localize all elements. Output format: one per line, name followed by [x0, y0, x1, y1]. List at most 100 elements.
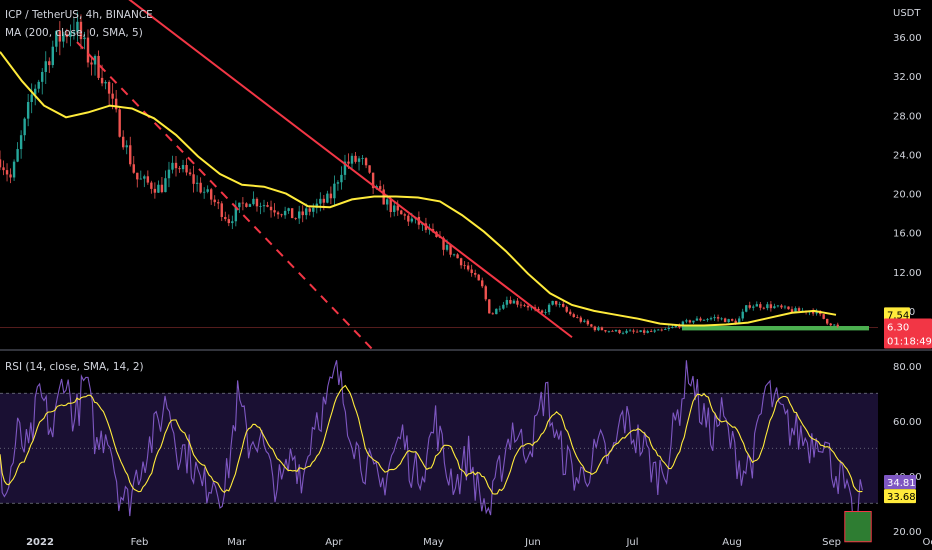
candle-body	[357, 158, 361, 162]
candle-body	[752, 306, 755, 308]
candle-body	[502, 304, 505, 309]
candle-body	[734, 320, 737, 324]
candle-body	[650, 331, 653, 332]
symbol-title[interactable]: ICP / TetherUS, 4h, BINANCE	[5, 9, 153, 21]
candle-body	[125, 145, 128, 148]
candle-body	[833, 324, 836, 326]
candle-body	[234, 207, 238, 222]
candle-body	[660, 329, 663, 331]
candle-body	[290, 208, 294, 219]
price-tick-label: 36.00	[893, 33, 922, 44]
candle-body	[245, 203, 248, 207]
candle-body	[709, 318, 713, 320]
candle-body	[773, 306, 776, 309]
candle-body	[583, 320, 586, 322]
candle-body	[220, 203, 223, 217]
candle-body	[776, 305, 780, 307]
price-tags: USDT 7.546.30 01:18:49 34.81 33.68	[884, 8, 932, 504]
candle-body	[748, 305, 751, 308]
candle-body	[685, 320, 688, 322]
candle-body	[477, 274, 480, 281]
candle-body	[241, 202, 245, 204]
candle-body	[259, 206, 262, 207]
candle-body	[276, 212, 280, 215]
candle-body	[150, 182, 153, 189]
candle-body	[766, 304, 769, 309]
candle-body	[146, 176, 150, 183]
candle-body	[642, 330, 646, 333]
candle-body	[653, 330, 656, 332]
rsi-ma-value-text: 33.68	[887, 492, 916, 503]
candle-body	[231, 221, 234, 224]
candle-body	[755, 304, 758, 307]
rsi-value-text: 34.81	[887, 478, 916, 489]
candle-body	[164, 178, 167, 193]
candle-body	[181, 165, 185, 170]
candle-body	[695, 318, 699, 321]
candle-body	[523, 305, 526, 307]
candle-body	[576, 317, 579, 318]
candle-body	[378, 186, 382, 190]
rsi-signal-box	[844, 511, 872, 543]
candle-body	[185, 165, 188, 173]
candle-body	[326, 193, 329, 203]
time-tick-label: Feb	[131, 537, 149, 548]
candle-body	[171, 162, 174, 170]
candle-body	[280, 214, 283, 216]
candle-body	[495, 308, 498, 315]
candle-body	[79, 21, 83, 40]
candle-body	[547, 304, 551, 313]
candle-body	[646, 331, 649, 333]
candle-body	[590, 324, 593, 327]
candle-body	[829, 323, 832, 326]
candle-body	[202, 191, 206, 193]
candle-body	[41, 71, 44, 82]
candle-body	[2, 167, 5, 171]
candle-body	[625, 330, 628, 333]
candle-body	[745, 305, 748, 312]
time-tick-label: Jul	[625, 537, 638, 548]
candle-body	[498, 308, 502, 310]
candle-body	[199, 182, 202, 193]
candle-body	[470, 269, 473, 274]
candle-body	[319, 198, 322, 204]
candle-body	[702, 319, 706, 321]
candle-body	[597, 327, 600, 331]
candle-body	[593, 326, 597, 331]
candle-body	[350, 155, 354, 164]
candle-body	[143, 176, 146, 179]
candle-body	[157, 184, 160, 193]
support-zone-layer	[682, 326, 869, 331]
candle-body	[727, 319, 730, 323]
ma-indicator-legend[interactable]: MA (200, close, 0, SMA, 5)	[5, 27, 143, 39]
price-grid	[0, 327, 932, 351]
candle-body	[449, 245, 452, 255]
rsi-value-tag	[884, 475, 916, 490]
candle-body	[544, 312, 547, 313]
rsi-indicator-legend[interactable]: RSI (14, close, SMA, 14, 2)	[5, 361, 144, 373]
candle-body	[681, 321, 685, 328]
candle-body	[614, 330, 618, 332]
candle-body	[797, 308, 801, 311]
candle-body	[9, 174, 12, 178]
candle-body	[65, 34, 69, 37]
candle-body	[174, 162, 178, 169]
rsi-tick-label: 60.00	[893, 417, 922, 428]
candle-body	[393, 205, 396, 212]
candle-body	[639, 330, 642, 333]
candle-body	[678, 325, 681, 328]
candle-body	[526, 305, 530, 308]
candle-body	[456, 254, 459, 259]
candle-body	[442, 237, 445, 250]
candle-body	[86, 37, 90, 63]
candle-body	[530, 307, 533, 309]
candle-body	[273, 210, 276, 213]
candle-body	[540, 310, 544, 313]
candle-body	[210, 189, 213, 200]
candle-body	[579, 317, 582, 322]
candle-body	[238, 202, 241, 208]
candle-body	[69, 32, 72, 37]
candle-body	[537, 308, 540, 311]
time-tick-label: Apr	[325, 537, 343, 548]
candle-body	[551, 300, 554, 305]
